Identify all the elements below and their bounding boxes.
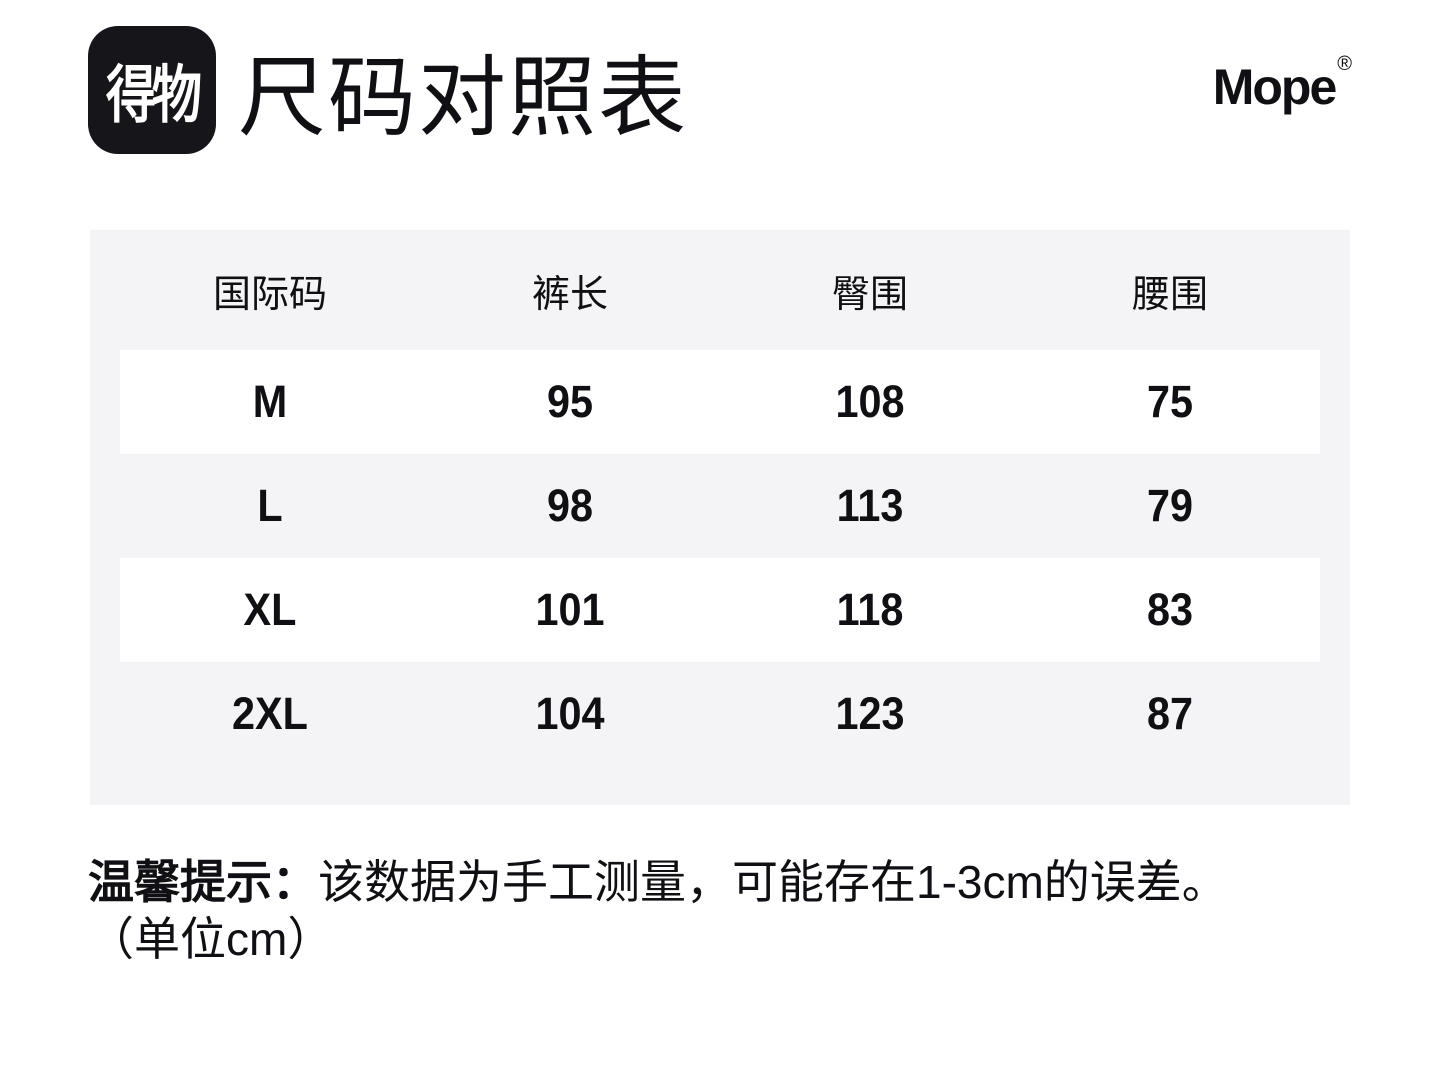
waist-cell: 83 <box>1146 584 1194 635</box>
hip-cell: 118 <box>836 584 904 635</box>
table-row: XL 101 118 83 <box>120 558 1320 662</box>
size-cell: L <box>257 480 283 531</box>
page-title: 尺码对照表 <box>238 47 689 147</box>
table-row: L 98 113 79 <box>120 454 1320 558</box>
hip-cell: 113 <box>836 480 904 531</box>
size-cell: M <box>252 376 288 427</box>
note-prefix: 温馨提示： <box>88 856 318 908</box>
pants-length-cell: 98 <box>546 480 594 531</box>
table-header-row: 国际码 裤长 臀围 腰围 <box>120 230 1320 350</box>
note-unit-line: （单位cm） <box>88 913 334 965</box>
brand-logo: Mope ® <box>1213 53 1352 116</box>
hip-cell: 123 <box>835 688 905 739</box>
note-line-1: 温馨提示：该数据为手工测量，可能存在1-3cm的误差。 <box>88 854 1378 911</box>
size-cell: 2XL <box>232 688 308 739</box>
footer-note: 温馨提示：该数据为手工测量，可能存在1-3cm的误差。 （单位cm） <box>88 854 1378 968</box>
waist-cell: 75 <box>1146 376 1194 427</box>
column-header-waist: 腰围 <box>1131 273 1208 316</box>
column-header-intl-size: 国际码 <box>212 273 327 316</box>
pants-length-cell: 95 <box>546 376 594 427</box>
header: 得物 尺码对照表 Mope ® <box>88 24 1352 156</box>
dewu-logo-text: 得物 <box>106 60 202 130</box>
table-row: 2XL 104 123 87 <box>120 662 1320 766</box>
waist-cell: 87 <box>1146 688 1194 739</box>
table-row: M 95 108 75 <box>120 350 1320 454</box>
column-header-pants-length: 裤长 <box>531 273 608 316</box>
pants-length-cell: 104 <box>535 688 605 739</box>
column-header-hip: 臀围 <box>831 273 908 316</box>
size-cell: XL <box>243 584 297 635</box>
hip-cell: 108 <box>835 376 905 427</box>
brand-name: Mope <box>1212 58 1338 115</box>
size-table: 国际码 裤长 臀围 腰围 M 95 108 75 L 98 113 79 XL … <box>90 230 1350 805</box>
waist-cell: 79 <box>1146 480 1194 531</box>
dewu-logo-icon: 得物 <box>88 26 216 154</box>
registered-trademark-icon: ® <box>1337 52 1352 75</box>
note-text: 该数据为手工测量，可能存在1-3cm的误差。 <box>318 856 1228 908</box>
pants-length-cell: 101 <box>535 584 605 635</box>
